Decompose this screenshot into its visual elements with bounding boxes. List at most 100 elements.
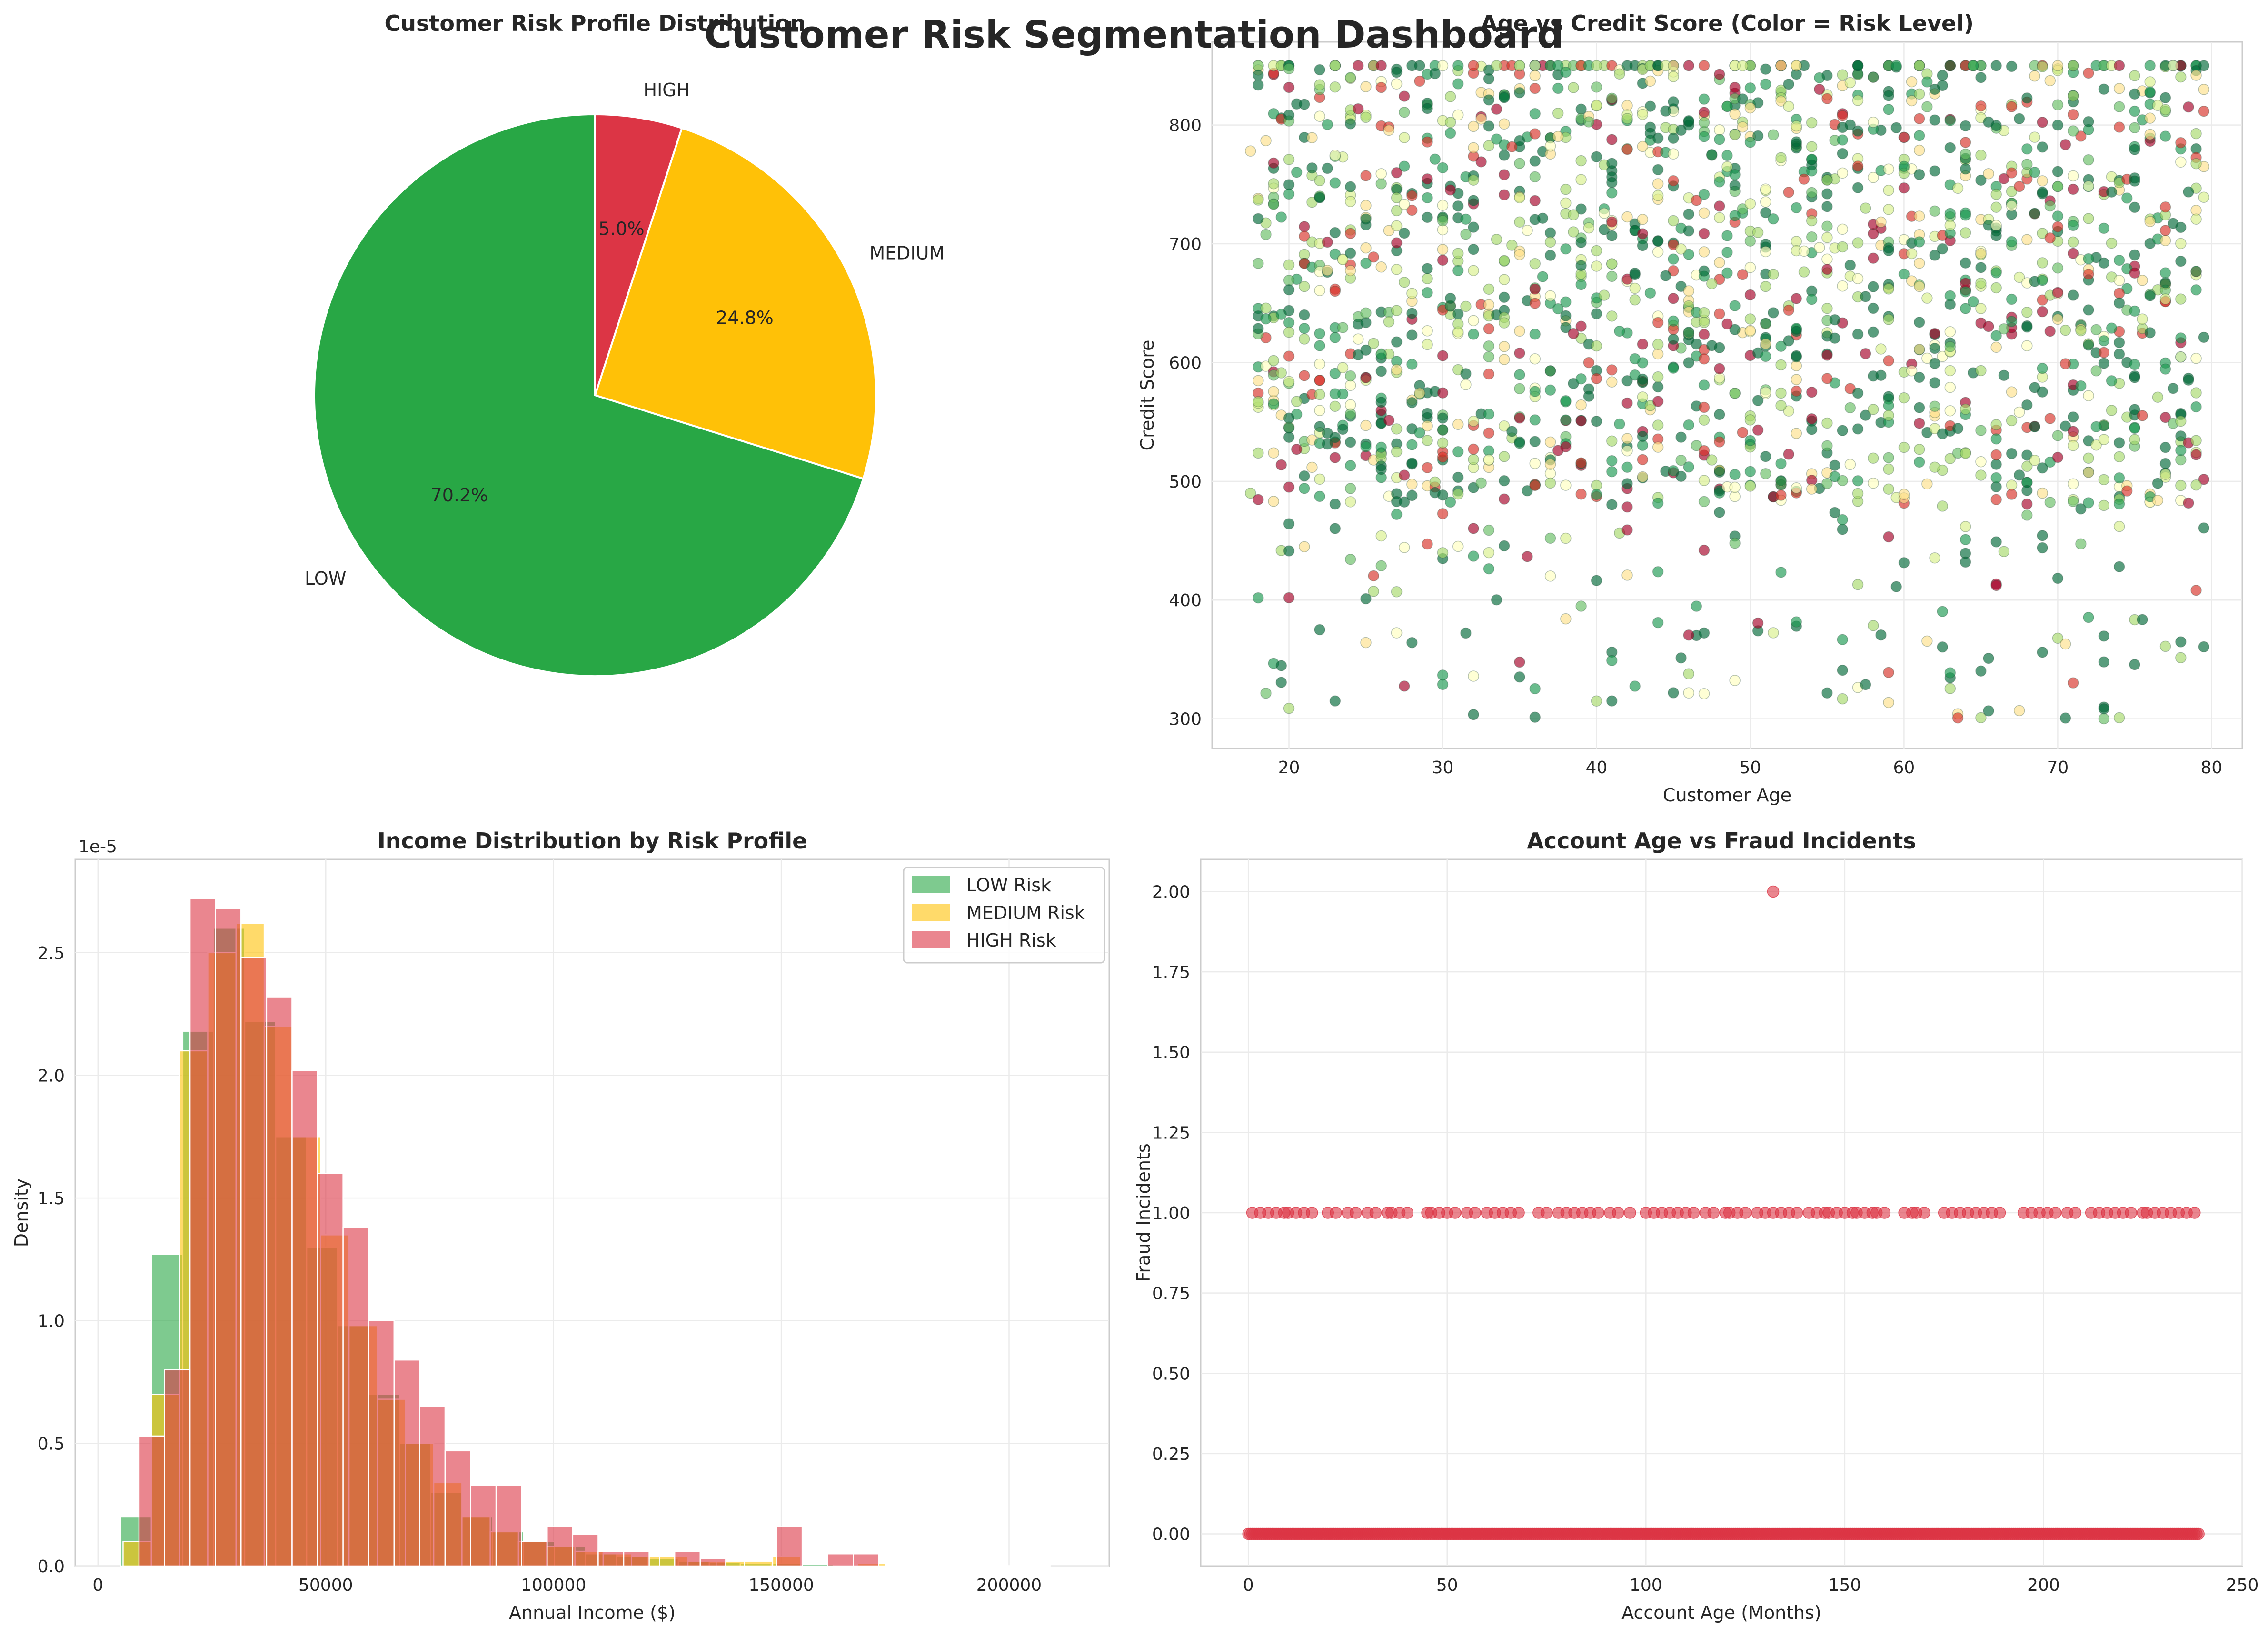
- fraud-point: [1306, 1207, 1318, 1219]
- age-credit-point: [2052, 572, 2064, 584]
- age-credit-point: [1498, 354, 1510, 365]
- age-credit-point: [2021, 509, 2033, 521]
- age-credit-point: [1937, 500, 1948, 512]
- income-bar-high: [521, 1541, 548, 1567]
- age-credit-point: [2144, 112, 2156, 124]
- age-credit-point: [1668, 362, 1679, 374]
- age-credit-point: [1775, 489, 1787, 501]
- age-credit-point: [1514, 192, 1525, 204]
- age-credit-point: [1422, 211, 1433, 223]
- age-credit-point: [1821, 349, 1833, 361]
- pie-label-medium: MEDIUM: [869, 243, 945, 264]
- age-credit-point: [1268, 398, 1279, 409]
- age-credit-point: [1283, 412, 1295, 424]
- age-credit-point: [2183, 101, 2194, 113]
- age-credit-point: [1675, 454, 1687, 466]
- age-credit-point: [2021, 159, 2033, 170]
- age-credit-point: [1960, 120, 1971, 132]
- age-credit-point: [1668, 293, 1679, 304]
- age-credit-point: [1468, 709, 1479, 720]
- age-credit-point: [1837, 134, 1848, 146]
- age-credit-point: [2113, 712, 2125, 724]
- fraud-xtick-label: 0: [1243, 1576, 1254, 1595]
- age-credit-point: [2113, 498, 2125, 510]
- age-credit-point: [1560, 296, 1572, 308]
- age-credit-point: [1944, 683, 1956, 694]
- age-credit-point: [1598, 289, 1610, 301]
- age-credit-point: [1598, 224, 1610, 235]
- age-credit-point: [1898, 392, 1910, 404]
- age-credit-point: [2021, 307, 2033, 318]
- age-credit-ytick-label: 800: [1169, 116, 1202, 136]
- age-credit-point: [1990, 330, 2002, 341]
- fraud-point: [1469, 1207, 1481, 1219]
- age-credit-point: [2037, 228, 2048, 239]
- age-credit-point: [1575, 373, 1587, 385]
- age-credit-point: [1583, 390, 1595, 402]
- age-credit-point: [1921, 635, 1933, 647]
- age-credit-title: Age vs Credit Score (Color = Risk Level): [1481, 10, 1974, 36]
- age-credit-point: [2113, 297, 2125, 309]
- age-credit-point: [1714, 342, 1725, 354]
- age-credit-point: [1852, 488, 1864, 499]
- age-credit-point: [1868, 116, 1879, 128]
- age-credit-point: [2037, 175, 2048, 187]
- age-credit-point: [2113, 254, 2125, 266]
- age-credit-point: [1437, 244, 1449, 255]
- age-credit-point: [1860, 348, 1871, 359]
- age-credit-point: [1960, 448, 1971, 459]
- age-credit-point: [1398, 199, 1410, 210]
- age-credit-point: [1760, 78, 1771, 90]
- age-credit-point: [2021, 143, 2033, 155]
- age-credit-point: [1406, 190, 1418, 201]
- age-credit-point: [2152, 495, 2164, 506]
- age-credit-point: [1606, 258, 1618, 270]
- age-credit-point: [1652, 190, 1664, 201]
- age-credit-point: [1721, 247, 1733, 258]
- age-credit-point: [1821, 220, 1833, 232]
- age-credit-point: [1514, 87, 1525, 99]
- age-credit-point: [1491, 60, 1502, 71]
- age-credit-point: [1883, 355, 1894, 367]
- age-credit-point: [1591, 260, 1602, 272]
- income-bar-high: [291, 1069, 318, 1567]
- age-credit-point: [1253, 258, 1264, 269]
- income-bar-high: [266, 996, 293, 1567]
- age-credit-point: [1606, 310, 1618, 322]
- age-credit-point: [2129, 70, 2140, 81]
- age-credit-point: [1760, 338, 1771, 350]
- age-credit-point: [2159, 225, 2171, 236]
- age-credit-point: [1913, 402, 1925, 413]
- age-credit-point: [1637, 471, 1649, 483]
- age-credit-point: [2137, 614, 2148, 626]
- age-credit-point: [1314, 328, 1325, 339]
- fraud-xtick-label: 200: [2027, 1576, 2060, 1595]
- fraud-point: [1687, 1207, 1700, 1219]
- age-credit-point: [1468, 243, 1479, 255]
- age-credit-point: [1552, 107, 1564, 119]
- age-credit-point: [2129, 122, 2140, 134]
- age-credit-point: [2129, 305, 2140, 317]
- age-credit-point: [2190, 479, 2202, 491]
- age-credit-point: [1990, 60, 2002, 71]
- fraud-point: [1349, 1207, 1362, 1219]
- age-credit-point: [1744, 313, 1756, 325]
- age-credit-point: [1422, 462, 1433, 473]
- age-credit-point: [1913, 169, 1925, 180]
- age-credit-point: [1837, 514, 1848, 526]
- age-credit-point: [1498, 274, 1510, 285]
- age-credit-point: [1398, 680, 1410, 692]
- age-credit-point: [2013, 180, 2025, 192]
- age-credit-panel: 20 30 40 50 60 70 80 300 400 500 600 700 800 Age vs …: [1137, 10, 2243, 806]
- age-credit-point: [1437, 679, 1449, 690]
- age-credit-point: [1644, 100, 1656, 112]
- age-credit-point: [1821, 440, 1833, 451]
- age-credit-point: [1575, 415, 1587, 427]
- age-credit-point: [1444, 127, 1456, 139]
- age-credit-ylabel: Credit Score: [1137, 340, 1158, 451]
- age-credit-point: [1644, 287, 1656, 299]
- age-credit-point: [1944, 326, 1956, 338]
- age-credit-point: [1637, 228, 1649, 240]
- age-credit-point: [1606, 270, 1618, 282]
- age-credit-point: [1875, 629, 1887, 641]
